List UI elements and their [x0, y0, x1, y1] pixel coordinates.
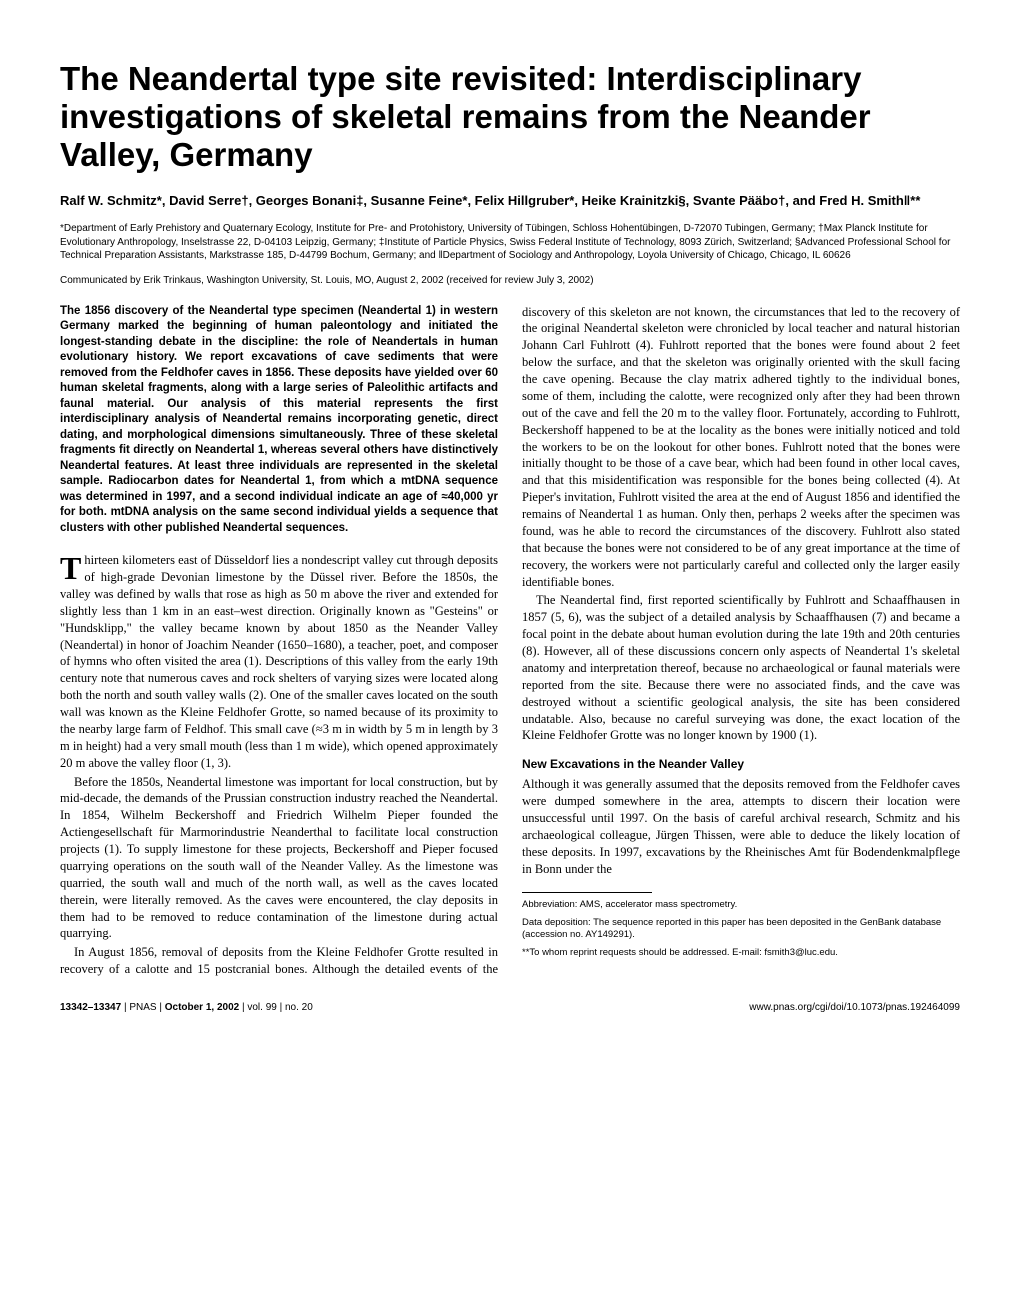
paragraph-text: hirteen kilometers east of Düsseldorf li… [60, 553, 498, 770]
abstract: The 1856 discovery of the Neandertal typ… [60, 304, 498, 537]
footer-no: no. 20 [285, 1002, 313, 1013]
footnote-abbreviation: Abbreviation: AMS, accelerator mass spec… [522, 899, 960, 912]
footer-pages: 13342–13347 [60, 1002, 121, 1013]
page-footer: 13342–13347 | PNAS | October 1, 2002 | v… [60, 1002, 960, 1013]
affiliations: *Department of Early Prehistory and Quat… [60, 222, 960, 263]
footer-date: October 1, 2002 [165, 1002, 239, 1013]
body-columns: The 1856 discovery of the Neandertal typ… [60, 304, 960, 979]
body-paragraph: Although it was generally assumed that t… [522, 776, 960, 877]
footnote-correspondence: **To whom reprint requests should be add… [522, 947, 960, 960]
author-list: Ralf W. Schmitz*, David Serre†, Georges … [60, 192, 960, 210]
section-heading: New Excavations in the Neander Valley [522, 756, 960, 772]
footer-sep: | [277, 1002, 285, 1013]
dropcap: T [60, 552, 84, 582]
footer-sep: | [157, 1002, 165, 1013]
footer-right: www.pnas.org/cgi/doi/10.1073/pnas.192464… [749, 1002, 960, 1013]
footnote-rule [522, 892, 652, 893]
article-title: The Neandertal type site revisited: Inte… [60, 60, 960, 174]
communicated-line: Communicated by Erik Trinkaus, Washingto… [60, 275, 960, 286]
footnote-data-deposition: Data deposition: The sequence reported i… [522, 917, 960, 943]
footer-vol: vol. 99 [247, 1002, 276, 1013]
body-paragraph: Thirteen kilometers east of Düsseldorf l… [60, 552, 498, 771]
footer-pnas: PNAS [129, 1002, 156, 1013]
body-paragraph: Before the 1850s, Neandertal limestone w… [60, 774, 498, 943]
body-paragraph: The Neandertal find, first reported scie… [522, 592, 960, 744]
footer-left: 13342–13347 | PNAS | October 1, 2002 | v… [60, 1002, 313, 1013]
